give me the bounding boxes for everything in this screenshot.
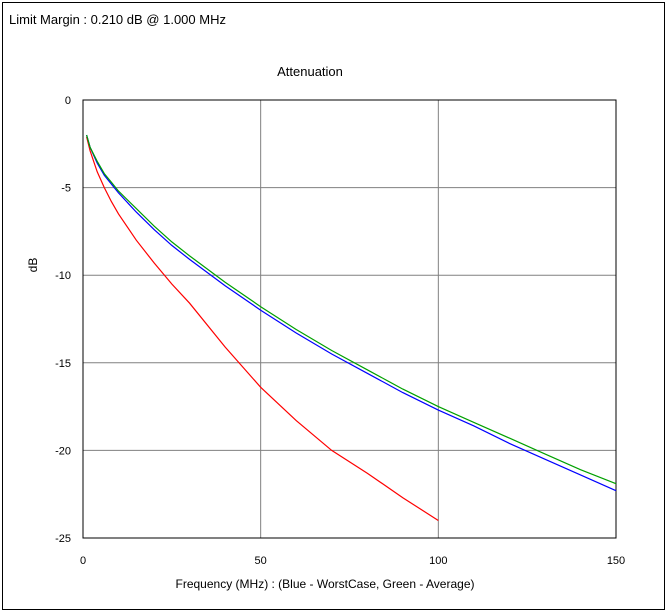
x-tick-label-1: 50	[255, 555, 267, 567]
y-tick-label-2: -10	[55, 270, 71, 282]
limit-margin-text: Limit Margin : 0.210 dB @ 1.000 MHz	[9, 12, 226, 27]
series-line-0	[86, 136, 439, 522]
x-tick-label-2: 100	[429, 555, 447, 567]
y-tick-label-0: 0	[65, 95, 71, 107]
plot-area-border	[82, 99, 617, 539]
y-tick-label-5: -25	[55, 533, 71, 545]
series-line-1	[86, 134, 617, 492]
x-tick-label-3: 150	[607, 555, 625, 567]
chart-title: Attenuation	[277, 64, 343, 79]
x-tick-labels: 0 50 100 150	[80, 555, 625, 567]
y-tick-label-3: -15	[55, 358, 71, 370]
y-tick-labels: 0 -5 -10 -15 -20 -25	[55, 95, 71, 545]
grid-lines	[82, 99, 617, 539]
y-tick-label-1: -5	[61, 183, 71, 195]
y-axis-label: dB	[26, 258, 40, 273]
series-line-2	[86, 134, 617, 485]
series-lines	[86, 134, 617, 522]
y-tick-label-4: -20	[55, 445, 71, 457]
x-axis-label: Frequency (MHz) : (Blue - WorstCase, Gre…	[176, 577, 475, 591]
x-tick-label-0: 0	[80, 555, 86, 567]
